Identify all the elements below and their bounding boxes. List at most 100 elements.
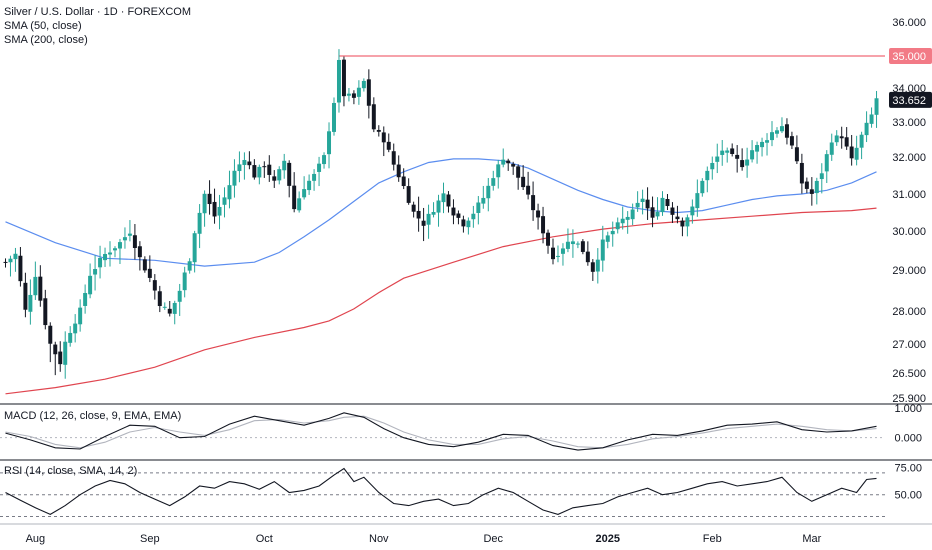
candle [152,274,157,300]
candle [605,231,610,249]
candle [78,299,83,332]
candle-body [257,166,262,178]
candle [346,88,351,102]
candle-body [670,207,675,215]
price-axis[interactable]: 36.00034.00033.00032.00031.00030.00029.0… [892,17,926,405]
price-tick-label: 30.000 [892,226,926,238]
candle [536,203,541,230]
candle [760,137,765,157]
candle-body [222,197,227,205]
candle [640,189,645,215]
candle-body [247,161,252,166]
candle-body [103,254,108,261]
price-tick-label: 25.900 [892,393,926,405]
candle [8,255,13,277]
candle-body [590,262,595,272]
candle-body [705,170,710,181]
time-axis[interactable]: Aug Sep Oct Nov Dec 2025 Feb Mar [26,533,822,545]
sma200-line [5,207,877,395]
candle-body [600,239,605,261]
candle-body [177,290,182,302]
candle [635,191,640,212]
candle-body [874,98,879,115]
candle-body [152,280,157,291]
candle-body [814,180,819,194]
sma50-legend[interactable]: SMA (50, close) [4,20,82,32]
candle [93,255,98,291]
candle [720,140,725,166]
candle-body [784,124,789,138]
candle [122,227,127,249]
time-tick-label: Nov [369,533,389,545]
macd-tick-label: 0.000 [894,433,922,445]
candle [202,190,207,227]
candle [660,191,665,216]
candle [386,133,391,153]
candle-body [660,197,665,213]
time-tick-label: Oct [256,533,273,545]
candle [784,118,789,145]
candle-body [157,291,162,307]
candle-body [755,145,760,152]
macd-panel[interactable]: 1.000 0.000 [0,403,922,451]
candle [98,245,103,279]
candle-body [431,212,436,215]
candle [157,285,162,313]
candle [695,179,700,217]
candle [172,300,177,325]
macd-legend[interactable]: MACD (12, 26, close, 9, EMA, EMA) [4,410,181,422]
candle [23,272,28,318]
price-tick-label: 36.000 [892,17,926,29]
candle-body [610,230,615,235]
candle [834,130,839,146]
candle [317,156,322,187]
candle [565,228,570,253]
candle-body [401,176,406,187]
symbol-title[interactable]: Silver / U.S. Dollar · 1D · FOREXCOM [4,6,191,18]
candle [670,202,675,224]
candle-body [779,126,784,132]
candle [690,199,695,224]
candle [625,211,630,234]
candle [108,241,113,267]
candle-body [839,136,844,139]
candle [551,238,555,265]
candle [481,185,486,209]
rsi-legend[interactable]: RSI (14, close, SMA, 14, 2) [4,465,137,477]
macd-signal-line [5,415,877,449]
last-price-layer: 33.652 [889,91,932,108]
candle [804,177,809,194]
candle [829,133,834,161]
sma200-legend[interactable]: SMA (200, close) [4,34,88,46]
candle-body [466,220,471,228]
price-tick-label: 26.500 [892,368,926,380]
candle-body [774,130,779,134]
candle-body [451,207,456,216]
price-tick-label: 29.000 [892,265,926,277]
candle-body [28,294,33,312]
rsi-panel[interactable]: 75.00 50.00 [0,462,922,518]
candle-body [750,150,755,160]
candle-body [127,233,132,236]
candle [600,225,605,272]
candle-body [327,131,332,155]
candle-body [48,325,53,344]
time-tick-label: 2025 [596,533,620,545]
candle [371,97,376,133]
candle-body [142,259,147,271]
candle [874,90,879,128]
resistance-tag [889,48,932,64]
candle [43,289,48,330]
candle [117,238,122,264]
candle-body [864,122,869,136]
candle [431,202,436,218]
candle-body [486,185,491,199]
candle [446,191,451,213]
candle-body [720,150,725,155]
candle [232,159,237,198]
candle [546,229,551,254]
candle-body [262,166,267,168]
candle [187,258,192,274]
